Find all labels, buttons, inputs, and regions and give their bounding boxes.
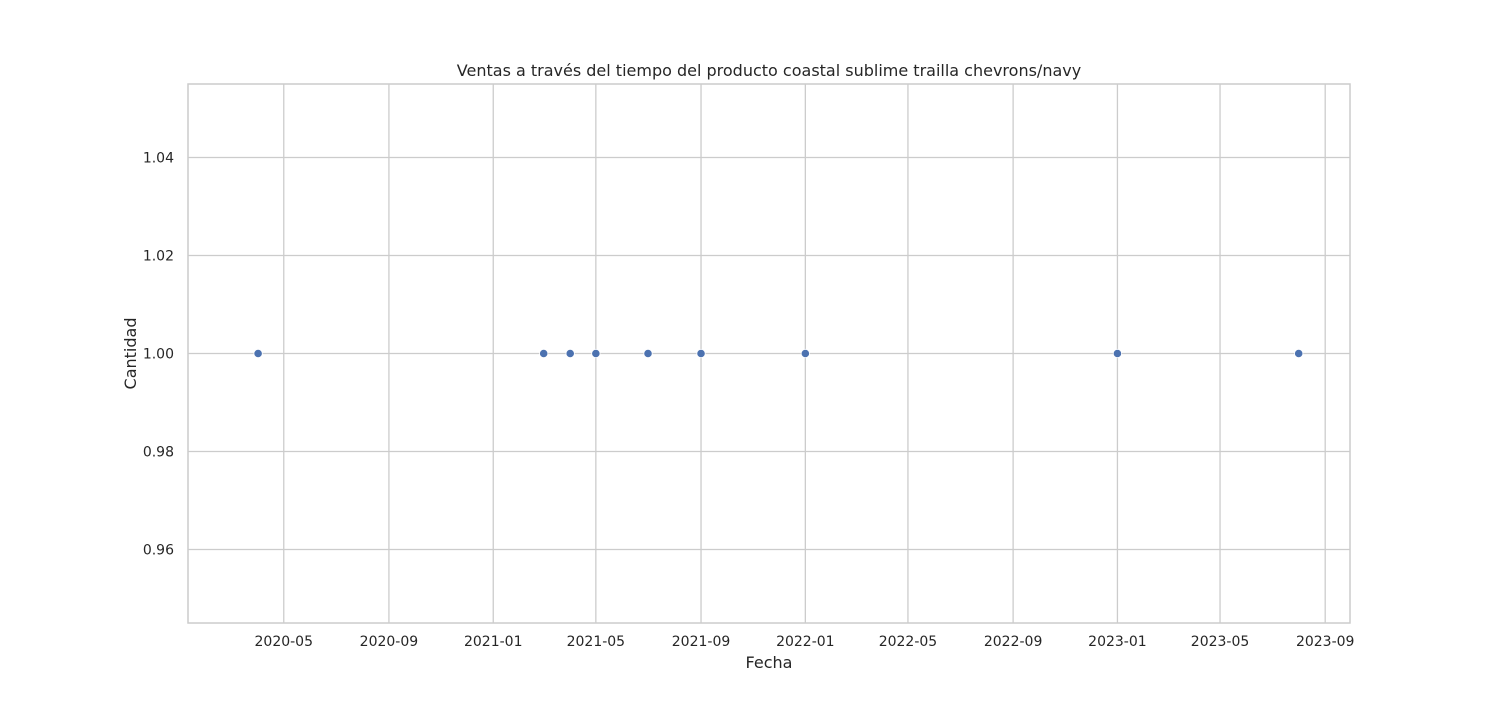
x-tick-label: 2021-09	[672, 634, 731, 650]
y-tick-label: 1.00	[143, 347, 174, 363]
data-point	[565, 348, 575, 359]
y-axis-label: Cantidad	[121, 318, 140, 390]
y-tick-label: 1.04	[143, 151, 174, 167]
data-point	[1112, 348, 1123, 359]
x-tick-label: 2023-05	[1191, 634, 1250, 650]
data-point	[1294, 348, 1304, 359]
x-tick-label: 2022-09	[984, 634, 1043, 650]
x-tick-label: 2021-01	[464, 634, 523, 650]
plot-frame	[187, 83, 1351, 624]
y-tick-label: 0.96	[143, 543, 174, 559]
x-axis-ticks: 2020-05 2020-09 2021-01 2021-05 2021-09 2022-…	[255, 634, 1355, 650]
x-tick-label: 2023-09	[1296, 634, 1355, 650]
data-point	[253, 348, 263, 359]
data-point	[696, 348, 706, 359]
chart-title: Ventas a través del tiempo del producto …	[457, 61, 1081, 80]
data-point	[800, 348, 810, 359]
x-axis-label: Fecha	[746, 653, 793, 672]
data-points	[253, 348, 1304, 359]
y-tick-label: 1.02	[143, 249, 174, 265]
x-tick-label: 2022-01	[776, 634, 835, 650]
x-tick-label: 2023-01	[1088, 634, 1147, 650]
x-tick-label: 2020-05	[255, 634, 314, 650]
x-tick-label: 2021-05	[567, 634, 626, 650]
x-tick-label: 2022-05	[879, 634, 938, 650]
x-tick-label: 2020-09	[360, 634, 419, 650]
data-point	[539, 348, 549, 359]
y-tick-label: 0.98	[143, 445, 174, 461]
data-point	[643, 348, 653, 359]
grid	[188, 84, 1350, 623]
data-point	[591, 348, 601, 359]
y-axis-ticks: 0.96 0.98 1.00 1.02 1.04	[143, 151, 174, 559]
